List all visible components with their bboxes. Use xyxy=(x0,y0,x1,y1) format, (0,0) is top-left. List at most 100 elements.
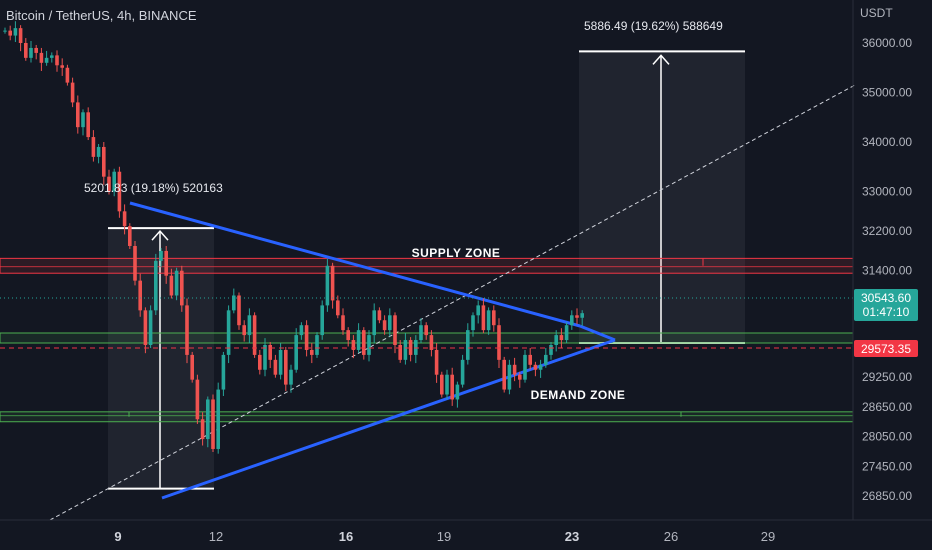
measure-left-box xyxy=(108,228,214,489)
candle-body xyxy=(122,211,127,227)
candle-body xyxy=(476,305,480,316)
candle-body xyxy=(221,354,226,390)
candle-body xyxy=(403,340,408,360)
candle-body xyxy=(34,47,38,53)
candle-body xyxy=(299,325,304,336)
candle-body xyxy=(538,364,543,370)
candle-body xyxy=(320,305,324,336)
candle-body xyxy=(169,275,174,296)
candle-body xyxy=(70,82,75,103)
candle-body xyxy=(289,369,293,385)
x-tick-label: 26 xyxy=(664,529,678,544)
candle-body xyxy=(185,305,189,355)
candle-body xyxy=(294,335,298,370)
candle-body xyxy=(393,315,397,345)
candle-body xyxy=(471,315,475,331)
candle-body xyxy=(554,335,558,345)
candle-body xyxy=(284,349,288,385)
y-tick-label: 31400.00 xyxy=(862,264,912,278)
candle-body xyxy=(351,340,356,350)
measure-left-label: 5201.83 (19.18%) 520163 xyxy=(84,181,223,195)
candle-body xyxy=(356,330,361,350)
candle-body xyxy=(336,300,340,316)
candle-body xyxy=(195,379,200,420)
candle-body xyxy=(237,295,241,326)
current-price-tag: 30543.60 01:47:10 xyxy=(854,289,918,321)
candle-body xyxy=(8,30,12,36)
supply-zone xyxy=(0,257,854,274)
y-tick-label: 28050.00 xyxy=(862,430,912,444)
measure-right-arrowhead xyxy=(652,54,670,65)
candle-body xyxy=(304,325,309,350)
x-tick-label: 9 xyxy=(114,529,121,544)
candle-body xyxy=(398,345,402,360)
candle-body xyxy=(486,310,491,331)
candle-body xyxy=(533,364,538,370)
candle-body xyxy=(133,245,137,281)
candle-body xyxy=(414,340,418,355)
candle-body xyxy=(528,354,532,365)
candle-body xyxy=(24,43,28,58)
candle-body xyxy=(481,305,486,331)
candle-body xyxy=(325,265,330,306)
candle-body xyxy=(154,260,158,311)
candle-body xyxy=(523,354,527,380)
candle-body xyxy=(419,325,423,341)
measure-left-arrowhead xyxy=(151,230,169,241)
y-tick-label: 35000.00 xyxy=(862,86,912,100)
demand-zone-label: DEMAND ZONE xyxy=(531,388,626,402)
candle-body xyxy=(341,315,345,331)
x-tick-label: 23 xyxy=(565,529,579,544)
time-axis[interactable]: 9 12 16 19 23 26 29 xyxy=(0,519,932,544)
candle-body xyxy=(512,364,517,375)
candle-body xyxy=(460,359,465,385)
candle-body xyxy=(148,310,153,345)
x-tick-label: 16 xyxy=(339,529,353,544)
candle-body xyxy=(273,359,278,375)
candle-body xyxy=(445,374,449,395)
currency-label: USDT xyxy=(860,6,893,20)
level-price-tag: 29573.35 xyxy=(854,340,918,357)
candle-body xyxy=(580,313,584,318)
candle-body xyxy=(128,226,132,246)
demand-zone xyxy=(0,411,854,423)
candle-body xyxy=(544,354,548,365)
candle-body xyxy=(206,399,210,440)
candle-body xyxy=(388,315,392,331)
candle-body xyxy=(60,65,64,68)
y-tick-label: 29250.00 xyxy=(862,370,912,384)
candle-body xyxy=(575,315,579,318)
candle-body xyxy=(50,55,54,58)
candle-body xyxy=(549,345,553,355)
y-tick-label: 27450.00 xyxy=(862,459,912,473)
candle-body xyxy=(502,359,506,390)
candle-body xyxy=(466,330,470,360)
trend-channel-line xyxy=(49,84,856,521)
candle-body xyxy=(382,320,387,331)
candle-countdown: 01:47:10 xyxy=(863,305,910,319)
candle-body xyxy=(44,57,49,63)
candle-body xyxy=(138,280,142,311)
candle-body xyxy=(570,315,574,326)
candle-body xyxy=(434,349,439,375)
x-tick-label: 12 xyxy=(209,529,223,544)
candle-body xyxy=(159,250,163,261)
x-tick-label: 19 xyxy=(437,529,451,544)
candle-body xyxy=(180,270,184,306)
price-axis[interactable]: USDT 36000.00 35000.00 34000.00 33000.00 322… xyxy=(852,0,912,520)
candle-body xyxy=(450,374,454,400)
candle-body xyxy=(117,171,122,212)
y-tick-label: 36000.00 xyxy=(862,36,912,50)
candle-body xyxy=(190,354,194,380)
candle-body xyxy=(3,30,7,32)
candle-body xyxy=(247,315,252,336)
candle-body xyxy=(200,419,205,440)
candle-body xyxy=(315,335,319,355)
candle-body xyxy=(252,315,257,355)
candle-body xyxy=(278,349,283,375)
candle-body xyxy=(440,374,444,395)
candle-body xyxy=(559,335,564,341)
current-price-value: 30543.60 xyxy=(861,291,911,305)
candle-body xyxy=(164,250,168,276)
